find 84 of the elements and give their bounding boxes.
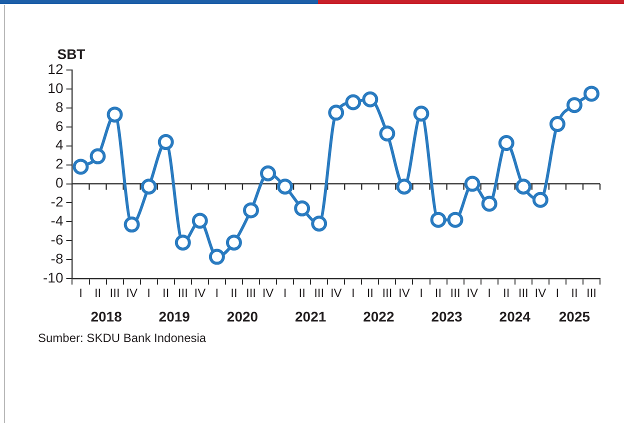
x-tick-label: IV xyxy=(126,286,138,300)
y-tick-label: -10 xyxy=(43,269,64,286)
y-tick-label: 2 xyxy=(55,156,64,172)
point xyxy=(345,94,362,110)
x-tick-label: III xyxy=(382,286,392,300)
x-tick-label: I xyxy=(215,286,219,300)
x-tick-label: I xyxy=(488,286,492,300)
x-tick-label: I xyxy=(147,286,151,300)
x-tick-label: II xyxy=(434,286,442,300)
point xyxy=(515,178,532,195)
point xyxy=(583,86,600,102)
x-tick-label: I xyxy=(283,286,287,300)
text: 2022 xyxy=(363,308,394,324)
x-tick-label: I xyxy=(79,286,82,300)
x-tick-label: III xyxy=(110,286,120,300)
x-tick-label: IV xyxy=(194,286,206,300)
text: 2021 xyxy=(295,308,326,324)
point xyxy=(311,216,328,232)
text: 2018 xyxy=(90,308,122,324)
point xyxy=(464,176,480,192)
point xyxy=(328,104,344,121)
x-tick-label: I xyxy=(420,286,423,300)
x-tick-label: II xyxy=(571,286,578,300)
text: 2020 xyxy=(226,308,258,324)
point xyxy=(447,212,464,228)
text: 2023 xyxy=(431,308,463,324)
y-tick-label: -4 xyxy=(50,212,64,229)
x-tick-label: III xyxy=(518,286,528,300)
x-tick-label: IV xyxy=(262,286,274,300)
x-tick-label: IV xyxy=(534,286,546,300)
point xyxy=(226,234,242,251)
y-tick-label: 10 xyxy=(48,80,64,96)
x-tick-label: II xyxy=(366,286,374,300)
x-tick-label: III xyxy=(314,286,324,300)
x-tick-label: II xyxy=(162,286,170,300)
x-tick-label: II xyxy=(298,286,306,300)
point xyxy=(549,116,566,132)
x-tick-label: II xyxy=(230,286,238,300)
x-tick-label: II xyxy=(503,286,510,300)
y-tick-label: 6 xyxy=(55,118,64,134)
y-tick-label: 12 xyxy=(48,60,64,77)
point xyxy=(498,135,514,152)
y-tick-label: 0 xyxy=(55,174,64,191)
y-tick-label: -6 xyxy=(50,232,64,248)
text: 2019 xyxy=(158,308,190,324)
point xyxy=(72,158,89,175)
point xyxy=(379,126,396,142)
point xyxy=(140,178,157,195)
x-tick-label: II xyxy=(94,286,102,300)
point xyxy=(430,212,446,228)
text: 2025 xyxy=(558,308,590,324)
point xyxy=(158,134,174,150)
point xyxy=(277,178,294,195)
x-tick-label: IV xyxy=(398,286,410,300)
point xyxy=(260,165,276,182)
x-tick-label: I xyxy=(351,286,355,300)
x-tick-label: III xyxy=(450,286,460,300)
point xyxy=(532,192,548,208)
point xyxy=(481,196,498,212)
point xyxy=(106,106,123,123)
point xyxy=(362,91,378,108)
y-axis-title: SBT xyxy=(57,46,86,62)
point xyxy=(413,106,430,122)
point xyxy=(174,234,191,251)
text: Sumber: SKDU Bank Indonesia xyxy=(38,330,206,345)
x-tick-label: IV xyxy=(330,286,342,300)
y-tick-label: 8 xyxy=(55,98,64,115)
point xyxy=(396,178,412,195)
point xyxy=(208,248,225,265)
y-tick-label: -8 xyxy=(50,250,64,266)
x-tick-label: IV xyxy=(466,286,478,300)
point xyxy=(294,200,310,216)
x-tick-label: III xyxy=(586,286,596,300)
point xyxy=(566,97,582,114)
y-tick-label: 4 xyxy=(55,136,64,153)
point xyxy=(192,212,208,229)
point xyxy=(124,216,140,233)
x-tick-label: III xyxy=(246,286,256,300)
x-tick-label: III xyxy=(178,286,188,300)
text: 2024 xyxy=(499,308,531,324)
y-tick-label: -2 xyxy=(50,194,64,210)
point xyxy=(242,202,259,218)
x-tick-label: I xyxy=(556,286,560,300)
point xyxy=(90,148,106,164)
